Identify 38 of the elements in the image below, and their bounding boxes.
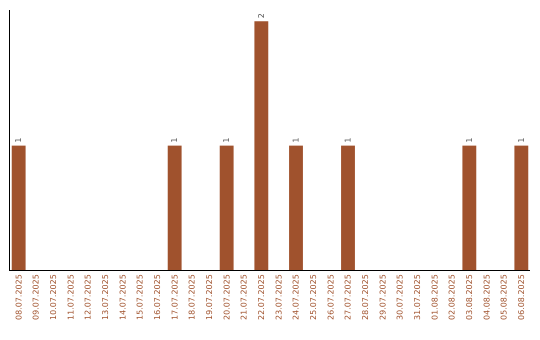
x-tick-label: 24.07.2025 — [292, 274, 301, 320]
data-label: 1 — [344, 138, 352, 143]
x-tick-label: 18.07.2025 — [188, 274, 197, 320]
x-tick-label: 25.07.2025 — [308, 274, 318, 320]
data-label: 1 — [464, 138, 474, 143]
x-tick-label: 14.07.2025 — [118, 274, 128, 320]
data-label: 1 — [222, 138, 232, 143]
x-tick-label: 02.08.2025 — [448, 274, 457, 320]
data-label: 1 — [516, 138, 526, 143]
x-tick-label: 03.08.2025 — [464, 274, 474, 320]
x-tick-label: 20.07.2025 — [222, 274, 232, 320]
x-tick-label: 01.08.2025 — [430, 274, 440, 320]
x-tick-label: 10.07.2025 — [48, 274, 58, 320]
x-tick-label: 05.08.2025 — [500, 274, 509, 320]
x-tick-label: 29.07.2025 — [378, 274, 388, 320]
x-tick-label: 22.07.2025 — [256, 274, 266, 320]
x-tick-label: 26.07.2025 — [326, 274, 336, 320]
x-tick-label: 04.08.2025 — [482, 274, 492, 320]
x-tick-label: 28.07.2025 — [360, 274, 370, 320]
x-tick-label: 31.07.2025 — [412, 274, 422, 320]
data-label: 1 — [14, 138, 24, 143]
x-tick-label: 13.07.2025 — [100, 274, 110, 320]
x-tick-label: 12.07.2025 — [84, 274, 93, 320]
x-tick-label: 30.07.2025 — [396, 274, 405, 320]
x-tick-label: 27.07.2025 — [344, 274, 353, 320]
x-tick-label: 17.07.2025 — [170, 274, 180, 320]
x-tick-label: 15.07.2025 — [136, 274, 145, 320]
x-tick-label: 06.08.2025 — [516, 274, 526, 320]
x-tick-label: 09.07.2025 — [32, 274, 41, 320]
x-tick-label: 08.07.2025 — [14, 274, 24, 320]
data-label: 1 — [292, 138, 300, 143]
x-tick-label: 21.07.2025 — [240, 274, 249, 320]
x-tick-label: 16.07.2025 — [152, 274, 162, 320]
x-tick-label: 19.07.2025 — [204, 274, 214, 320]
data-label: 2 — [256, 13, 266, 18]
x-tick-label: 11.07.2025 — [66, 274, 76, 320]
x-tick-label: 23.07.2025 — [274, 274, 284, 320]
data-label: 1 — [170, 138, 180, 143]
